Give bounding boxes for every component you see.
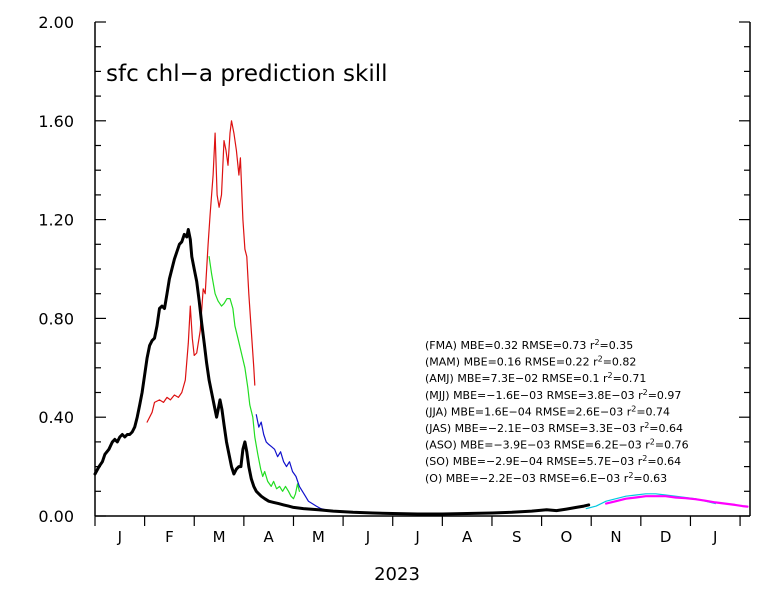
stat-value: MBE=−2.1E−03: [455, 422, 549, 435]
series-layer: [93, 120, 749, 516]
stat-value: RMSE=6.E−03: [539, 472, 623, 485]
stat-r2-value: =0.71: [613, 372, 647, 385]
stat-superscript: 2: [594, 338, 599, 347]
x-tick-label: S: [512, 528, 522, 546]
stat-r-symbol: r: [638, 389, 643, 402]
stat-line: (MAM) MBE=0.16 RMSE=0.22 r2=0.82: [425, 355, 636, 369]
stat-superscript: 2: [598, 355, 603, 364]
stat-superscript: 2: [644, 421, 649, 430]
stat-line: (MJJ) MBE=−1.6E−03 RMSE=3.8E−03 r2=0.97: [425, 388, 681, 402]
y-tick-label: 0.80: [38, 309, 74, 328]
stat-r2-value: =0.82: [603, 356, 637, 369]
stat-r2-value: =0.64: [647, 455, 681, 468]
stat-line: (ASO) MBE=−3.9E−03 RMSE=6.2E−03 r2=0.76: [425, 438, 689, 452]
stat-value: RMSE=3.3E−03: [548, 422, 639, 435]
stat-value: (SO): [425, 455, 453, 468]
stat-superscript: 2: [643, 388, 648, 397]
stat-value: RMSE=2.6E−03: [535, 405, 626, 418]
axes-layer: [94, 21, 751, 526]
stat-value: RMSE=3.8E−03: [547, 389, 638, 402]
series-line-1: [208, 256, 300, 500]
stat-value: (O): [425, 472, 446, 485]
stat-line: (JJA) MBE=1.6E−04 RMSE=2.6E−03 r2=0.74: [425, 404, 670, 418]
stat-r-symbol: r: [590, 339, 595, 352]
stat-line: (AMJ) MBE=7.3E−02 RMSE=0.1 r2=0.71: [425, 371, 646, 385]
stat-value: RMSE=0.22: [525, 356, 593, 369]
stat-value: RMSE=6.2E−03: [554, 439, 645, 452]
x-axis-year-label: 2023: [374, 564, 420, 585]
stat-r2-value: =0.64: [649, 422, 683, 435]
x-tick-label: D: [660, 528, 672, 546]
y-tick-label: 2.00: [38, 13, 74, 32]
stat-value: (JJA): [425, 405, 451, 418]
stat-superscript: 2: [650, 438, 655, 447]
x-tick-label: J: [712, 528, 717, 546]
stat-r-symbol: r: [640, 422, 645, 435]
stat-superscript: 2: [631, 404, 636, 413]
stat-line: (O) MBE=−2.2E−03 RMSE=6.E−03 r2=0.63: [425, 471, 667, 485]
labels-layer: 0.00 0.40 0.80 1.20 1.60 2.00 J F M A M J J A S O N D J: [38, 13, 717, 546]
stat-value: (MAM): [425, 356, 464, 369]
x-tick-label: A: [264, 528, 275, 546]
x-tick-label: N: [610, 528, 621, 546]
stat-superscript: 2: [642, 454, 647, 463]
x-tick-label: J: [414, 528, 419, 546]
stat-value: MBE=7.3E−02: [457, 372, 541, 385]
x-tick-label: M: [312, 528, 325, 546]
chart-title: sfc chl−a prediction skill: [106, 61, 388, 87]
stat-value: MBE=0.32: [460, 339, 521, 352]
stat-value: (AMJ): [425, 372, 457, 385]
stat-r-symbol: r: [603, 372, 608, 385]
stat-line: (FMA) MBE=0.32 RMSE=0.73 r2=0.35: [425, 338, 633, 352]
stat-value: RMSE=0.73: [522, 339, 590, 352]
stat-value: (MJJ): [425, 389, 453, 402]
stat-r-symbol: r: [645, 439, 650, 452]
x-tick-label: F: [165, 528, 174, 546]
x-tick-label: O: [560, 528, 572, 546]
y-tick-label: 0.40: [38, 408, 74, 427]
stat-r2-value: =0.63: [633, 472, 667, 485]
stat-r-symbol: r: [624, 472, 629, 485]
stat-value: MBE=0.16: [464, 356, 525, 369]
x-tick-label: J: [365, 528, 370, 546]
y-tick-label: 0.00: [38, 507, 74, 526]
stat-value: (ASO): [425, 439, 460, 452]
y-tick-label: 1.20: [38, 211, 74, 230]
stat-line: (SO) MBE=−2.9E−04 RMSE=5.7E−03 r2=0.64: [425, 454, 681, 468]
x-tick-label: A: [462, 528, 473, 546]
stat-superscript: 2: [608, 371, 613, 380]
stat-r2-value: =0.35: [600, 339, 634, 352]
stat-value: MBE=1.6E−04: [451, 405, 535, 418]
x-tick-label: J: [117, 528, 122, 546]
stat-value: RMSE=0.1: [542, 372, 603, 385]
stat-value: MBE=−1.6E−03: [453, 389, 547, 402]
series-line-0: [146, 120, 256, 423]
series-line-4: [605, 495, 749, 508]
stat-value: MBE=−3.9E−03: [460, 439, 554, 452]
stat-value: RMSE=5.7E−03: [546, 455, 637, 468]
stat-line: (JAS) MBE=−2.1E−03 RMSE=3.3E−03 r2=0.64: [425, 421, 683, 435]
stat-r-symbol: r: [627, 405, 632, 418]
series-line-5: [93, 228, 591, 516]
stat-value: (JAS): [425, 422, 455, 435]
stat-value: (FMA): [425, 339, 460, 352]
y-tick-label: 1.60: [38, 112, 74, 131]
stat-r2-value: =0.97: [648, 389, 682, 402]
stat-value: MBE=−2.2E−03: [446, 472, 540, 485]
stat-value: MBE=−2.9E−04: [453, 455, 547, 468]
skill-statistics: (FMA) MBE=0.32 RMSE=0.73 r2=0.35(MAM) MB…: [425, 338, 689, 485]
stat-r2-value: =0.74: [636, 405, 670, 418]
stat-superscript: 2: [628, 471, 633, 480]
stat-r-symbol: r: [593, 356, 598, 369]
series-line-2: [255, 414, 344, 513]
stat-r2-value: =0.76: [655, 439, 689, 452]
x-tick-label: M: [213, 528, 226, 546]
stat-r-symbol: r: [638, 455, 643, 468]
